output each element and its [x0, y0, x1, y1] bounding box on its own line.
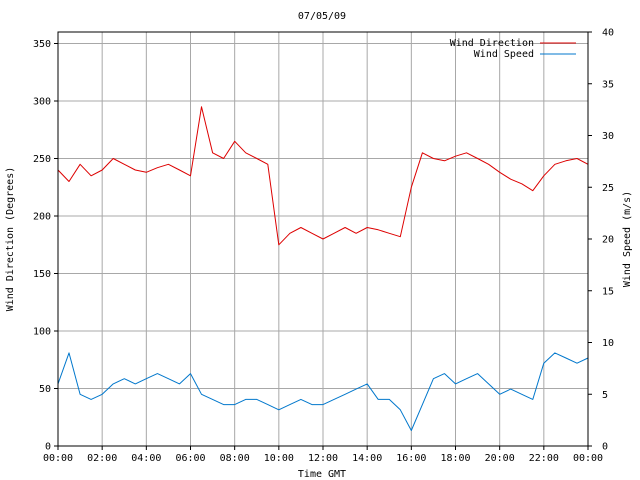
- chart-title: 07/05/09: [298, 11, 346, 22]
- legend: Wind Direction Wind Speed: [450, 38, 576, 60]
- y-right-tick-label: 10: [602, 338, 614, 349]
- x-axis-ticks: 00:00 02:00 04:00 06:00 08:00 10:00 12:00 14:00…: [43, 446, 603, 464]
- x-tick-label: 16:00: [396, 453, 426, 464]
- y-right-tick-label: 30: [602, 131, 614, 142]
- x-tick-label: 12:00: [308, 453, 338, 464]
- y-right-tick-label: 20: [602, 235, 614, 246]
- legend-label-wind-speed: Wind Speed: [474, 49, 534, 60]
- legend-label-wind-direction: Wind Direction: [450, 38, 534, 49]
- series-line-wind-direction: [57, 106, 589, 246]
- series-layer: [57, 106, 589, 431]
- y-right-tick-label: 5: [602, 390, 608, 401]
- y-left-tick-label: 350: [33, 39, 51, 50]
- x-tick-label: 20:00: [485, 453, 515, 464]
- x-tick-label: 10:00: [264, 453, 294, 464]
- y-left-tick-label: 200: [33, 212, 51, 223]
- x-tick-label: 00:00: [43, 453, 73, 464]
- grid-lines: [58, 32, 588, 446]
- x-tick-label: 04:00: [131, 453, 161, 464]
- y-right-tick-label: 0: [602, 442, 608, 453]
- y-right-tick-label: 40: [602, 28, 614, 39]
- y-right-axis-ticks: 0 5 10 15 20 25 30 35 40: [588, 28, 614, 453]
- y-left-tick-label: 100: [33, 327, 51, 338]
- x-tick-label: 14:00: [352, 453, 382, 464]
- x-tick-label: 22:00: [529, 453, 559, 464]
- x-tick-label: 18:00: [440, 453, 470, 464]
- x-tick-label: 00:00: [573, 453, 603, 464]
- x-tick-label: 02:00: [87, 453, 117, 464]
- y-left-axis-label: Wind Direction (Degrees): [5, 167, 16, 312]
- x-tick-label: 08:00: [220, 453, 250, 464]
- y-left-tick-label: 50: [39, 384, 51, 395]
- x-axis-label: Time GMT: [298, 469, 346, 480]
- series-line-wind-speed: [57, 352, 589, 431]
- x-tick-label: 06:00: [175, 453, 205, 464]
- y-right-tick-label: 15: [602, 286, 614, 297]
- y-left-tick-label: 250: [33, 154, 51, 165]
- y-right-tick-label: 35: [602, 79, 614, 90]
- y-right-tick-label: 25: [602, 183, 614, 194]
- y-left-axis-ticks: 0 50 100 150 200 250 300 350: [33, 39, 58, 453]
- y-left-tick-label: 300: [33, 97, 51, 108]
- y-right-axis-label: Wind Speed (m/s): [622, 191, 633, 287]
- y-left-tick-label: 0: [45, 442, 51, 453]
- y-left-tick-label: 150: [33, 269, 51, 280]
